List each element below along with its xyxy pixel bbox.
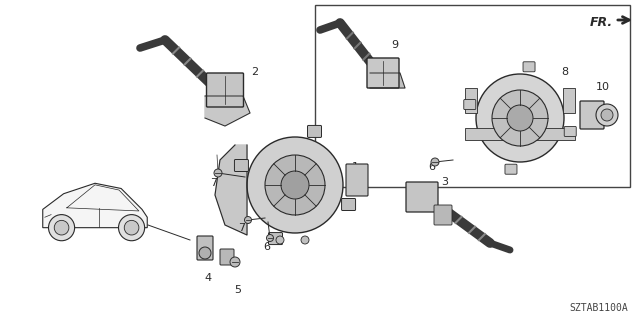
Circle shape: [431, 158, 439, 166]
Text: 9: 9: [392, 40, 399, 50]
Text: 2: 2: [252, 67, 259, 77]
FancyBboxPatch shape: [220, 249, 234, 265]
Circle shape: [601, 109, 613, 121]
Bar: [563, 88, 575, 113]
FancyBboxPatch shape: [464, 100, 476, 109]
Circle shape: [301, 236, 309, 244]
Text: 7: 7: [239, 223, 246, 233]
FancyBboxPatch shape: [367, 58, 399, 88]
Bar: [465, 128, 575, 140]
Text: 10: 10: [596, 82, 610, 92]
Circle shape: [118, 215, 145, 241]
Bar: [465, 88, 477, 113]
FancyBboxPatch shape: [269, 233, 282, 244]
Circle shape: [124, 220, 139, 235]
FancyBboxPatch shape: [342, 198, 356, 211]
Text: SZTAB1100A: SZTAB1100A: [569, 303, 628, 313]
Polygon shape: [370, 73, 405, 88]
Polygon shape: [215, 145, 247, 235]
Text: 1: 1: [351, 162, 358, 172]
Text: 3: 3: [442, 177, 449, 187]
Circle shape: [49, 215, 75, 241]
Text: 4: 4: [204, 273, 212, 283]
Circle shape: [199, 247, 211, 259]
FancyBboxPatch shape: [197, 236, 213, 260]
FancyBboxPatch shape: [406, 182, 438, 212]
Polygon shape: [205, 96, 250, 126]
Polygon shape: [43, 183, 147, 228]
Bar: [315, 5, 630, 187]
Text: 6: 6: [264, 242, 271, 252]
Circle shape: [214, 169, 222, 177]
Circle shape: [492, 90, 548, 146]
Circle shape: [507, 105, 533, 131]
Text: 7: 7: [211, 178, 218, 188]
Circle shape: [276, 236, 284, 244]
FancyBboxPatch shape: [564, 126, 576, 136]
Circle shape: [596, 104, 618, 126]
Circle shape: [265, 155, 325, 215]
Circle shape: [247, 137, 343, 233]
Circle shape: [476, 74, 564, 162]
FancyBboxPatch shape: [346, 164, 368, 196]
Text: 8: 8: [561, 67, 568, 77]
Circle shape: [281, 171, 309, 199]
FancyBboxPatch shape: [207, 73, 243, 107]
Circle shape: [266, 235, 273, 242]
FancyBboxPatch shape: [434, 205, 452, 225]
Circle shape: [244, 217, 252, 223]
Text: FR.: FR.: [590, 15, 613, 28]
FancyBboxPatch shape: [505, 164, 517, 174]
FancyBboxPatch shape: [580, 101, 604, 129]
FancyBboxPatch shape: [307, 125, 321, 137]
Text: 5: 5: [234, 285, 241, 295]
FancyBboxPatch shape: [234, 159, 248, 172]
Circle shape: [230, 257, 240, 267]
FancyBboxPatch shape: [523, 62, 535, 72]
Circle shape: [54, 220, 69, 235]
Text: 6: 6: [429, 162, 435, 172]
